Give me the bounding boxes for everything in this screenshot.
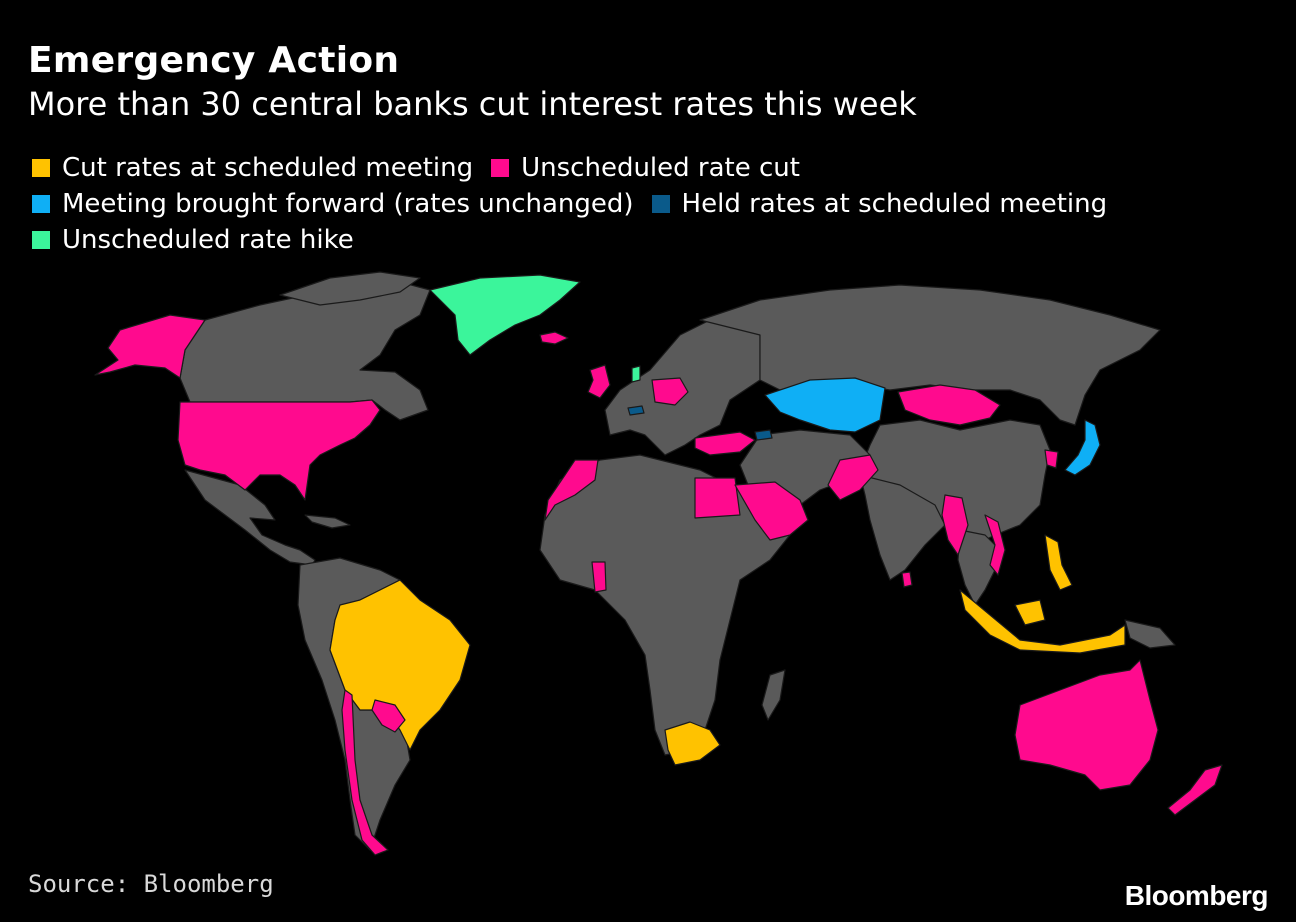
- region-united-states: [177, 399, 381, 501]
- land-new-guinea: [1124, 619, 1176, 649]
- region-greenland: [429, 274, 581, 356]
- region-morocco: [544, 459, 599, 521]
- legend-label-unscheduled-cut: Unscheduled rate cut: [521, 153, 800, 183]
- legend-swatch-unscheduled-hike: [32, 231, 50, 249]
- region-paraguay: [371, 699, 406, 733]
- region-egypt: [694, 477, 741, 519]
- land-arctic-islands: [279, 271, 421, 306]
- bloomberg-logo: Bloomberg: [1124, 880, 1269, 911]
- chart-title: Emergency Action: [28, 40, 400, 81]
- chart-subtitle: More than 30 central banks cut interest …: [28, 85, 917, 123]
- source-note: Source: Bloomberg: [28, 870, 274, 898]
- legend: Cut rates at scheduled meeting Unschedul…: [32, 150, 1272, 258]
- region-sri-lanka: [901, 571, 913, 588]
- legend-swatch-meeting-forward: [32, 195, 50, 213]
- world-map: [94, 271, 1223, 856]
- legend-item-unscheduled-hike: Unscheduled rate hike: [32, 225, 354, 255]
- land-mexico: [184, 469, 316, 566]
- region-turkey: [694, 431, 756, 456]
- region-ghana: [591, 561, 607, 593]
- legend-item-unscheduled-cut: Unscheduled rate cut: [491, 153, 800, 183]
- colored-regions: [94, 274, 1223, 856]
- region-switzerland: [627, 405, 645, 416]
- region-south-korea: [1044, 449, 1059, 469]
- region-uk: [587, 364, 611, 399]
- legend-item-held-rates: Held rates at scheduled meeting: [651, 189, 1108, 219]
- region-japan: [1064, 419, 1101, 476]
- legend-label-held-rates: Held rates at scheduled meeting: [681, 189, 1108, 219]
- land-caribbean: [304, 514, 351, 529]
- legend-swatch-scheduled-cut: [32, 159, 50, 177]
- legend-row-2: Meeting brought forward (rates unchanged…: [32, 186, 1272, 222]
- region-malaysia: [1014, 599, 1046, 626]
- legend-item-scheduled-cut: Cut rates at scheduled meeting: [32, 153, 473, 183]
- land-madagascar: [761, 669, 786, 721]
- region-poland: [651, 377, 689, 406]
- legend-item-meeting-forward: Meeting brought forward (rates unchanged…: [32, 189, 634, 219]
- region-pakistan: [827, 454, 879, 501]
- base-land: [179, 271, 1176, 851]
- region-australia: [1014, 659, 1159, 791]
- legend-row-1: Cut rates at scheduled meeting Unschedul…: [32, 150, 1272, 186]
- region-norway: [631, 365, 641, 383]
- region-philippines: [1044, 534, 1073, 591]
- legend-label-meeting-forward: Meeting brought forward (rates unchanged…: [62, 189, 634, 219]
- region-south-africa: [664, 721, 721, 766]
- legend-swatch-unscheduled-cut: [491, 159, 510, 177]
- region-indonesia: [959, 589, 1126, 654]
- region-georgia: [754, 429, 773, 441]
- region-myanmar: [941, 494, 969, 556]
- legend-label-unscheduled-hike: Unscheduled rate hike: [62, 225, 354, 255]
- region-brazil: [329, 579, 471, 751]
- legend-label-scheduled-cut: Cut rates at scheduled meeting: [62, 153, 474, 183]
- region-alaska: [94, 314, 206, 379]
- region-iceland: [539, 331, 569, 345]
- legend-swatch-held-rates: [651, 195, 670, 213]
- region-kazakhstan: [764, 377, 886, 433]
- region-mongolia: [897, 384, 1001, 426]
- region-chile: [341, 689, 389, 856]
- legend-row-3: Unscheduled rate hike: [32, 222, 1272, 258]
- land-se-asia: [957, 529, 1001, 606]
- land-canada: [179, 281, 431, 421]
- region-new-zealand: [1167, 764, 1223, 816]
- land-india: [859, 474, 946, 581]
- region-saudi-arabia: [734, 481, 809, 541]
- region-vietnam: [984, 514, 1006, 576]
